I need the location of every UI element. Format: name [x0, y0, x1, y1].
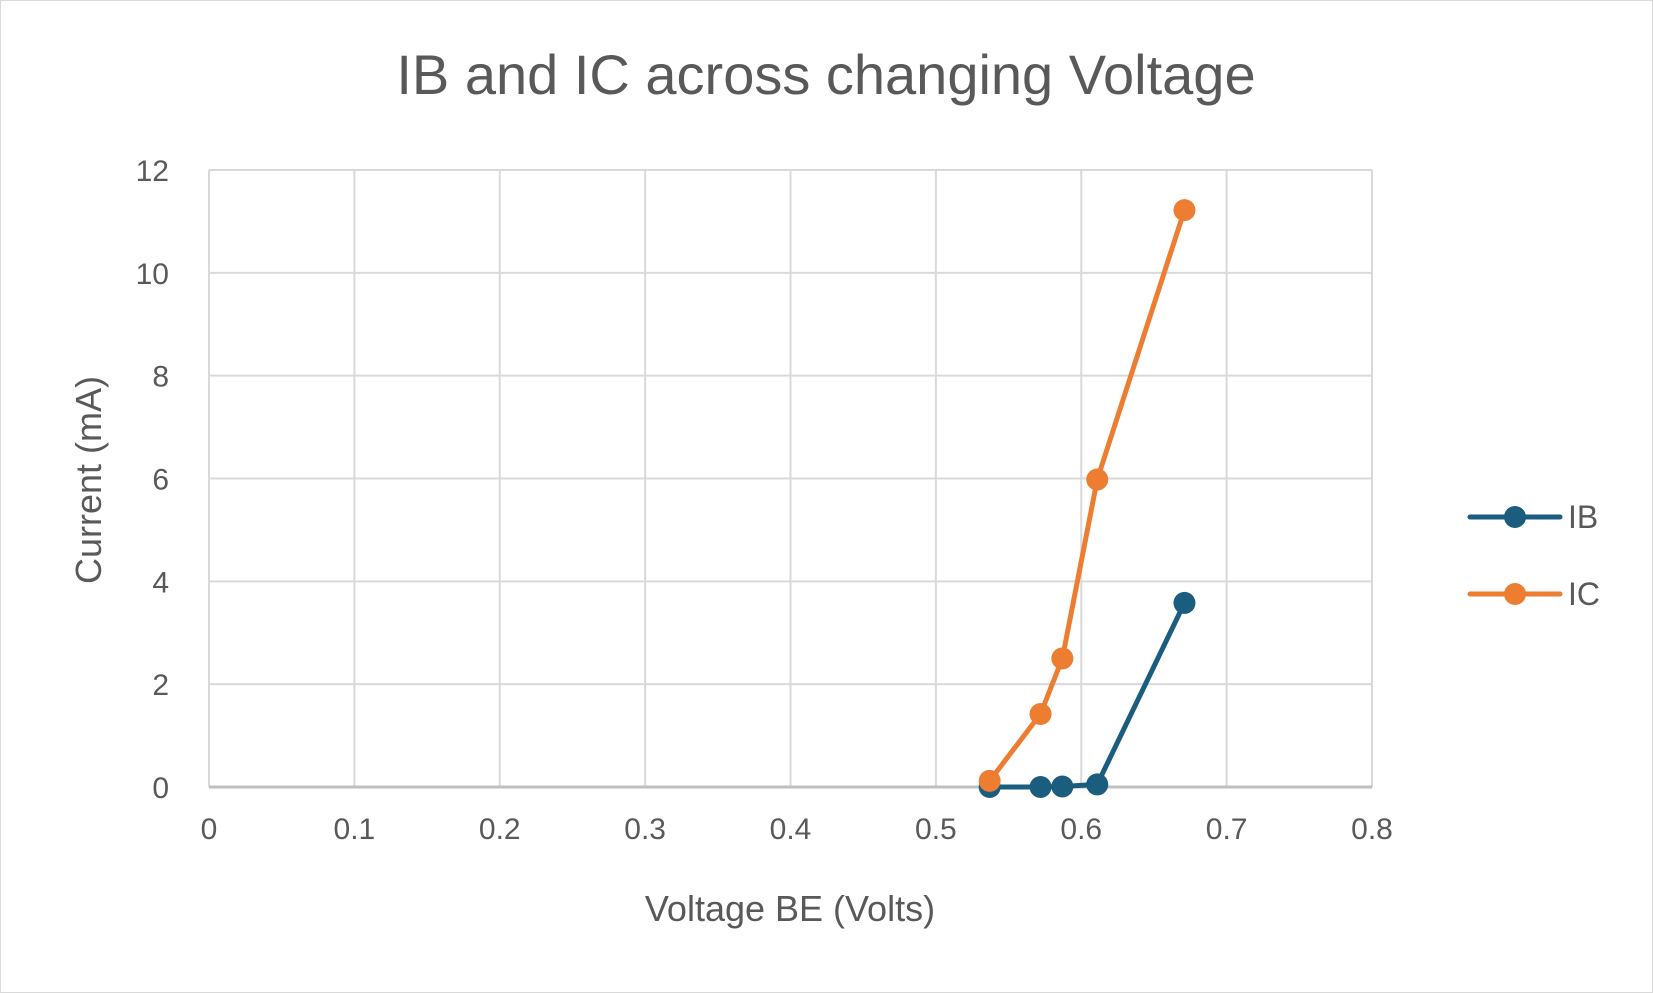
legend-marker [1504, 583, 1526, 605]
gridlines [208, 169, 1373, 789]
y-axis-label: Current (mA) [68, 376, 109, 584]
legend-label: IC [1568, 576, 1600, 612]
series-ic [978, 199, 1196, 792]
legend-item-ic: IC [1467, 576, 1600, 612]
data-point [1029, 776, 1052, 798]
y-axis-ticks: 0 2 4 6 8 10 12 [136, 155, 169, 805]
y-tick-label: 0 [152, 772, 169, 805]
series-line [987, 600, 1187, 790]
chart-title: IB and IC across changing Voltage [396, 43, 1255, 106]
series-line [987, 207, 1187, 784]
x-tick-label: 0.7 [1206, 813, 1248, 846]
x-tick-label: 0.2 [479, 813, 521, 846]
y-tick-label: 8 [152, 361, 169, 394]
y-tick-label: 2 [152, 669, 169, 702]
x-tick-label: 0.8 [1351, 813, 1393, 846]
legend-label: IB [1568, 499, 1598, 535]
y-tick-label: 4 [152, 566, 169, 599]
series-group [978, 199, 1196, 798]
y-tick-label: 12 [136, 155, 169, 188]
x-tick-label: 0.4 [770, 813, 812, 846]
x-tick-label: 0.6 [1060, 813, 1102, 846]
data-point [1173, 199, 1196, 222]
data-point [1086, 468, 1109, 491]
data-point [1051, 775, 1074, 798]
x-tick-label: 0.3 [624, 813, 666, 846]
legend-marker [1504, 506, 1526, 528]
x-axis-label: Voltage BE (Volts) [645, 888, 935, 929]
y-tick-label: 10 [136, 258, 169, 291]
data-point [1051, 647, 1074, 670]
series-ib [978, 591, 1196, 798]
x-axis-ticks: 0 0.1 0.2 0.3 0.4 0.5 0.6 0.7 0.8 [201, 813, 1393, 846]
legend-item-ib: IB [1467, 499, 1598, 535]
data-point [1086, 773, 1109, 796]
data-point [978, 769, 1001, 792]
legend: IB IC [1467, 499, 1600, 612]
y-tick-label: 6 [152, 464, 169, 497]
x-tick-label: 0.5 [915, 813, 957, 846]
x-tick-label: 0 [201, 813, 218, 846]
data-point [1173, 591, 1196, 614]
x-tick-label: 0.1 [334, 813, 376, 846]
data-point [1029, 702, 1052, 725]
